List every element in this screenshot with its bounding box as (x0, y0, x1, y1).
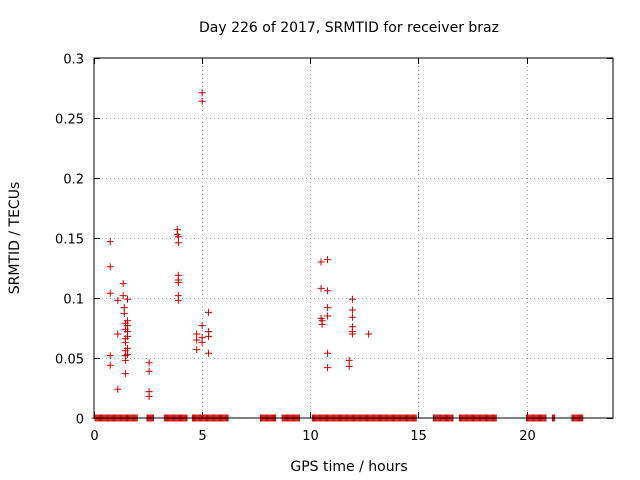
x-tick-label: 5 (198, 429, 206, 444)
data-point (205, 308, 213, 316)
data-point (114, 296, 122, 304)
data-point (124, 344, 132, 352)
data-point (106, 361, 114, 369)
data-point (198, 338, 206, 346)
data-point (317, 284, 325, 292)
y-axis-label: SRMTID / TECUs (7, 182, 23, 295)
data-point (119, 292, 127, 300)
data-point (324, 287, 332, 295)
data-point (205, 332, 213, 340)
y-tick-label: 0.25 (55, 113, 84, 128)
data-point (348, 330, 356, 338)
data-point (106, 352, 114, 360)
x-tick-label: 0 (90, 429, 98, 444)
x-axis-label: GPS time / hours (290, 459, 407, 475)
data-point (193, 346, 201, 354)
data-point (124, 332, 132, 340)
y-tick-label: 0.1 (63, 293, 84, 308)
data-point (324, 256, 332, 264)
data-point (174, 233, 182, 241)
data-point (318, 320, 326, 328)
data-point (174, 239, 182, 247)
data-point (124, 322, 132, 330)
y-tick-label: 0.05 (55, 353, 84, 368)
x-tick-label: 15 (410, 429, 427, 444)
data-point (193, 336, 201, 344)
y-tick-label: 0.3 (63, 53, 84, 68)
data-point (324, 364, 332, 372)
plot-frame (93, 57, 614, 419)
data-point (198, 89, 206, 97)
data-point (348, 295, 356, 303)
data-point (120, 310, 128, 318)
data-point (121, 370, 129, 378)
data-point (193, 330, 201, 338)
data-point (106, 263, 114, 271)
data-points (91, 89, 587, 422)
data-point (324, 349, 332, 357)
data-point (106, 238, 114, 246)
chart-title: Day 226 of 2017, SRMTID for receiver bra… (199, 20, 499, 36)
data-point (145, 367, 153, 375)
data-point (145, 392, 153, 400)
data-point (317, 258, 325, 266)
data-point (121, 338, 129, 346)
data-point (348, 313, 356, 321)
data-point (345, 362, 353, 370)
y-tick-label: 0.2 (63, 173, 84, 188)
data-point (114, 385, 122, 393)
data-point (345, 356, 353, 364)
data-point (114, 330, 122, 338)
data-point (106, 289, 114, 297)
data-point (205, 349, 213, 357)
x-tick-label: 20 (519, 429, 536, 444)
data-point (198, 97, 206, 105)
data-point (119, 280, 127, 288)
grid-lines (94, 58, 613, 418)
data-point (121, 356, 129, 364)
data-point (324, 304, 332, 312)
data-point (145, 359, 153, 367)
x-axis-ticks: 0 5 10 15 20 (90, 58, 536, 444)
data-point (324, 312, 332, 320)
data-point (174, 278, 182, 286)
data-point (124, 350, 132, 358)
y-tick-label: 0.15 (55, 233, 84, 248)
data-point (365, 330, 373, 338)
y-axis-ticks: 0 0.05 0.1 0.15 0.2 0.25 0.3 (55, 53, 613, 428)
data-point (120, 304, 128, 312)
data-point (124, 295, 132, 303)
data-point (198, 322, 206, 330)
data-point (348, 306, 356, 314)
y-tick-label: 0 (76, 413, 84, 428)
data-point (174, 296, 182, 304)
x-tick-label: 10 (302, 429, 319, 444)
